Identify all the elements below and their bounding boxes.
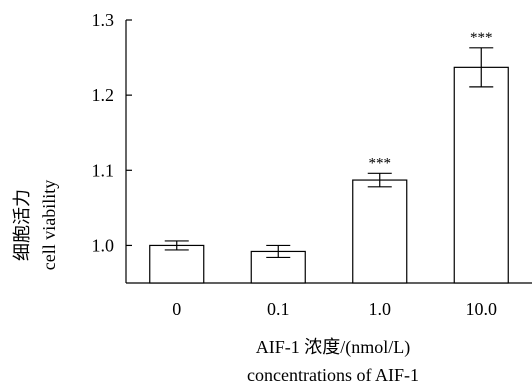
- x-tick-label: 0.1: [267, 299, 290, 319]
- significance-label: ***: [470, 30, 493, 46]
- bar: [149, 244, 205, 284]
- y-axis-title: 细胞活力 cell viability: [12, 180, 59, 270]
- significance-label: ***: [369, 155, 392, 171]
- bars: 0 0.1 *** 1.0 *** 10.0: [149, 30, 509, 319]
- bar: [453, 66, 509, 284]
- y-tick-label: 1.0: [92, 235, 115, 255]
- x-tick-label: 10.0: [466, 299, 498, 319]
- x-axis-title: AIF-1 浓度/(nmol/L) concentrations of AIF-…: [247, 337, 419, 385]
- y-axis-title-line-1: 细胞活力: [12, 189, 32, 261]
- x-axis-title-line-1: AIF-1 浓度/(nmol/L): [256, 337, 411, 358]
- x-axis-title-line-2: concentrations of AIF-1: [247, 365, 419, 385]
- x-tick-label: 0: [172, 299, 181, 319]
- y-axis-title-line-2: cell viability: [39, 180, 59, 270]
- bar: [352, 179, 408, 284]
- y-tick-label: 1.1: [92, 160, 115, 180]
- y-tick-label: 1.2: [92, 85, 115, 105]
- y-tick-label: 1.3: [92, 10, 115, 30]
- x-tick-label: 1.0: [369, 299, 392, 319]
